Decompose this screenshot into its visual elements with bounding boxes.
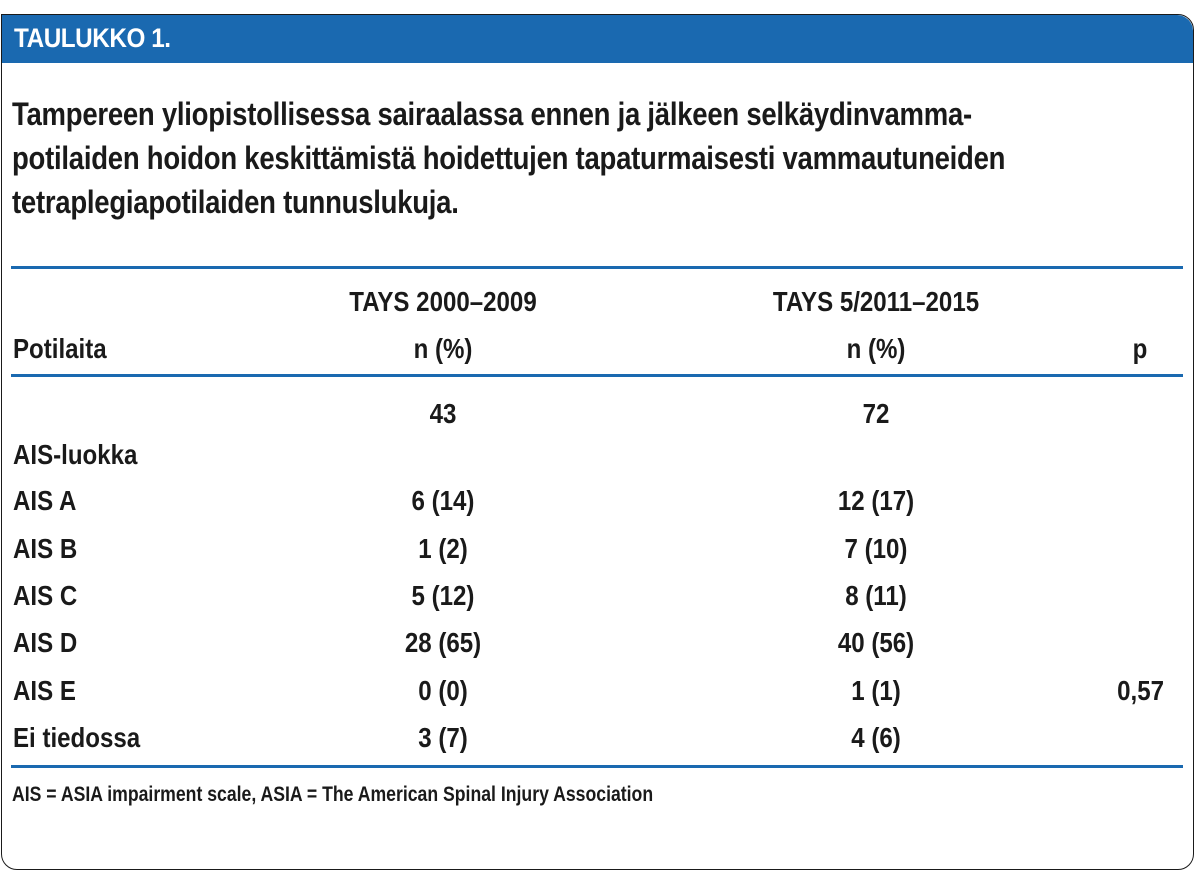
column-header-potilaita: Potilaita bbox=[13, 333, 107, 364]
cell-value: 12 (17) bbox=[837, 485, 915, 516]
cell-value: 5 (12) bbox=[411, 580, 475, 611]
cell-value: 1 (2) bbox=[418, 533, 468, 564]
column-header-p: p bbox=[1132, 333, 1148, 364]
cell-value: 7 (10) bbox=[844, 533, 908, 564]
header-bar: TAULUKKO 1. bbox=[2, 15, 1193, 63]
caption-line: Tampereen yliopistollisessa sairaalassa … bbox=[12, 96, 972, 132]
cell-value: 1 (1) bbox=[851, 675, 901, 706]
bottom-rule bbox=[11, 765, 1183, 768]
row-label: Ei tiedossa bbox=[13, 722, 141, 753]
group-header-2011-2015: TAYS 5/2011–2015 bbox=[772, 286, 980, 317]
column-header-n-percent-2: n (%) bbox=[846, 333, 906, 364]
section-label: AIS-luokka bbox=[13, 439, 138, 470]
group-header-2000-2009: TAYS 2000–2009 bbox=[349, 286, 537, 317]
row-label: AIS E bbox=[13, 675, 76, 706]
cell-value: 40 (56) bbox=[837, 627, 915, 658]
column-header-n-percent-1: n (%) bbox=[413, 333, 473, 364]
table-frame: TAULUKKO 1. bbox=[1, 14, 1194, 870]
row-label: AIS A bbox=[13, 485, 77, 516]
header-rule bbox=[11, 374, 1183, 377]
caption-line: tetraplegiapotilaiden tunnuslukuja. bbox=[12, 184, 459, 220]
cell-value: 6 (14) bbox=[411, 485, 475, 516]
row-label: AIS C bbox=[13, 580, 78, 611]
table-footnote: AIS = ASIA impairment scale, ASIA = The … bbox=[12, 783, 654, 806]
total-count-2: 72 bbox=[862, 398, 890, 429]
cell-value: 8 (11) bbox=[845, 580, 907, 611]
top-rule bbox=[11, 266, 1183, 269]
table-number-label: TAULUKKO 1. bbox=[14, 23, 171, 53]
cell-value: 0 (0) bbox=[418, 675, 468, 706]
cell-value: 4 (6) bbox=[851, 722, 901, 753]
total-count-1: 43 bbox=[429, 398, 457, 429]
caption-line: potilaiden hoidon keskittämistä hoidettu… bbox=[12, 140, 1006, 176]
table-caption: Tampereen yliopistollisessa sairaalassa … bbox=[12, 92, 1130, 224]
p-value: 0,57 bbox=[1117, 675, 1164, 706]
row-label: AIS B bbox=[13, 533, 78, 564]
cell-value: 28 (65) bbox=[404, 627, 482, 658]
row-label: AIS D bbox=[13, 627, 78, 658]
cell-value: 3 (7) bbox=[418, 722, 468, 753]
